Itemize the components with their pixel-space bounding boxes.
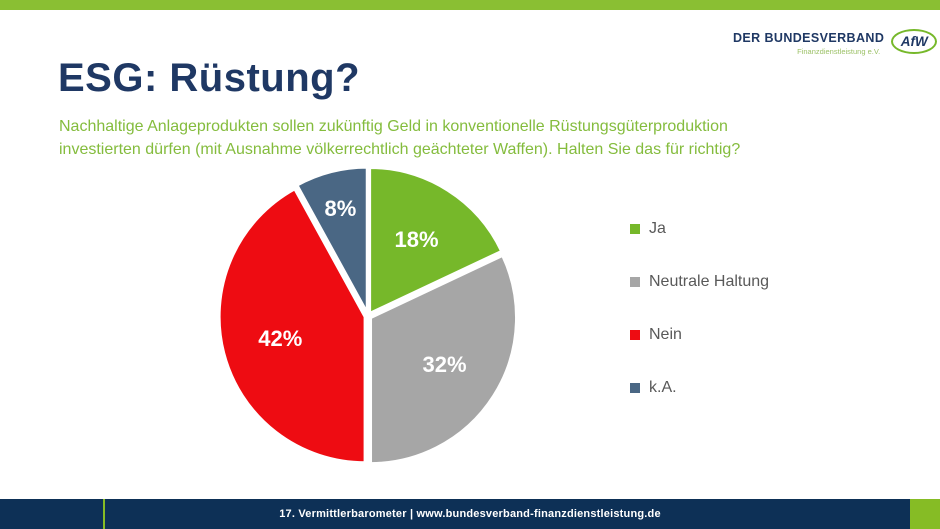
legend-item-nein: Nein [630, 308, 769, 361]
legend-item-ja: Ja [630, 202, 769, 255]
pie-slice-neutrale-haltung [369, 253, 518, 466]
legend-color-swatch [630, 382, 640, 393]
legend-label: k.A. [649, 378, 677, 396]
pie-data-label: 32% [422, 352, 466, 377]
chart-legend: Ja Neutrale Haltung Nein k.A. [630, 202, 769, 414]
pie-data-label: 42% [258, 326, 302, 351]
brand-logo: DER BUNDESVERBAND Finanzdienstleistung e… [733, 29, 938, 56]
legend-label: Nein [649, 325, 682, 343]
pie-slice-ja [368, 165, 504, 315]
question-line-1: Nachhaltige Anlageprodukten sollen zukün… [59, 118, 728, 135]
slide-title: ESG: Rüstung? [58, 56, 361, 100]
legend-label: Ja [649, 219, 666, 237]
afw-badge: AfW [891, 29, 938, 54]
legend-color-swatch [630, 329, 640, 340]
logo-org-subtitle: Finanzdienstleistung e.V. [797, 47, 881, 56]
pie-chart: 18% 32% 42% 8% [217, 165, 518, 466]
logo-text-block: DER BUNDESVERBAND Finanzdienstleistung e… [733, 31, 884, 56]
pie-slice-k-a- [295, 165, 369, 315]
top-accent-bar [0, 0, 940, 10]
logo-org-name: DER BUNDESVERBAND [733, 31, 885, 45]
legend-item-k-a-: k.A. [630, 361, 769, 414]
pie-data-label: 8% [324, 196, 356, 221]
question-line-2: investierten dürfen (mit Ausnahme völker… [59, 140, 741, 158]
legend-label: Neutrale Haltung [649, 272, 770, 290]
pie-slice-nein [217, 187, 367, 465]
pie-data-label: 18% [395, 227, 439, 252]
legend-item-neutrale-haltung: Neutrale Haltung [630, 255, 769, 308]
footer-accent-block [910, 499, 940, 529]
footer-accent-line [103, 499, 105, 529]
footer-text: 17. Vermittlerbarometer | www.bundesverb… [279, 508, 661, 520]
footer-bar: 17. Vermittlerbarometer | www.bundesverb… [0, 499, 940, 529]
slide-question: Nachhaltige Anlageprodukten sollen zukün… [59, 116, 740, 161]
legend-color-swatch [630, 276, 640, 287]
legend-color-swatch [630, 223, 640, 234]
